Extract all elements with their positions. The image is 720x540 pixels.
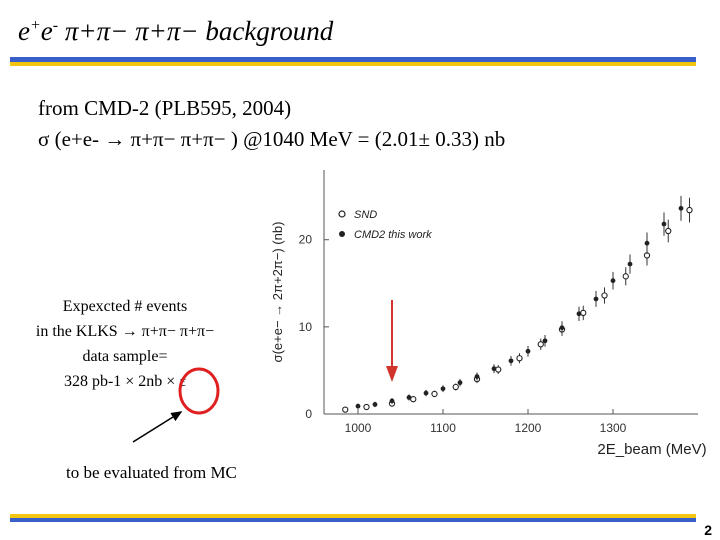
title-rest: π+π− π+π− background bbox=[64, 16, 334, 46]
legend-label: CMD2 this work bbox=[354, 229, 432, 241]
legend-marker-cmd2 bbox=[339, 231, 345, 237]
epsilon-highlight-circle bbox=[178, 367, 220, 415]
data-point-snd bbox=[580, 309, 587, 317]
plot-frame bbox=[323, 170, 698, 415]
cross-section-plot: 1000 1100 1200 1300 0 10 20 2E_beam (MeV) σ(e+e−… bbox=[270, 170, 707, 458]
note-line-3: data sample= bbox=[82, 348, 168, 365]
x-tick-label: 1200 bbox=[515, 421, 542, 435]
data-point-cmd2 bbox=[525, 348, 531, 354]
data-point-cmd2 bbox=[559, 325, 565, 331]
data-point-snd bbox=[410, 396, 417, 403]
y-axis-label: σ(e+e− → 2π+2π−) (nb) bbox=[270, 222, 285, 363]
pointer-arrow bbox=[132, 411, 183, 443]
footer-rule-blue bbox=[10, 518, 696, 522]
data-point-cmd2 bbox=[508, 358, 514, 364]
data-point-cmd2 bbox=[389, 398, 395, 404]
data-point-snd bbox=[431, 390, 438, 398]
data-point-cmd2 bbox=[372, 402, 378, 407]
note-line-4: 328 pb-1 × 2nb × ε bbox=[63, 373, 187, 390]
y-tick-label: 20 bbox=[299, 233, 313, 247]
data-point-cmd2 bbox=[457, 380, 463, 386]
source-line: from CMD-2 (PLB595, 2004) bbox=[38, 96, 292, 120]
slide-title: e+e- π+π− π+π− background bbox=[18, 16, 334, 46]
data-point-cmd2 bbox=[644, 240, 650, 246]
x-tick-label: 1100 bbox=[430, 421, 456, 435]
note-line-1: Expexcted # events bbox=[62, 298, 188, 315]
legend-label: SND bbox=[354, 209, 377, 221]
x-axis-label: 2E_beam (MeV) bbox=[597, 441, 706, 458]
plot-text: 1000 1100 1200 1300 0 10 20 2E_beam (MeV) σ(e+e−… bbox=[270, 209, 707, 458]
data-point-cmd2 bbox=[661, 221, 667, 227]
data-point-cmd2 bbox=[542, 338, 548, 344]
data-point-snd bbox=[495, 366, 502, 373]
data-point-cmd2 bbox=[576, 311, 582, 317]
data-point-snd bbox=[622, 273, 629, 280]
legend-marker-snd bbox=[338, 210, 346, 218]
data-point-cmd2 bbox=[406, 395, 412, 400]
note-line-2: in the KLKS → π+π− π+π− bbox=[35, 323, 215, 340]
x-tick-label: 1000 bbox=[345, 421, 372, 435]
data-point-cmd2 bbox=[440, 386, 446, 392]
data-point-snd bbox=[537, 341, 544, 348]
data-point-cmd2 bbox=[474, 374, 480, 379]
data-point-cmd2 bbox=[610, 278, 616, 284]
y-tick-label: 0 bbox=[305, 407, 312, 421]
data-point-cmd2 bbox=[355, 403, 361, 409]
data-point-snd bbox=[686, 206, 693, 214]
plot-marks bbox=[338, 195, 693, 413]
data-point-cmd2 bbox=[491, 366, 497, 372]
data-point-snd bbox=[452, 383, 459, 391]
data-point-snd bbox=[342, 406, 349, 413]
y-tick-label: 10 bbox=[299, 320, 313, 334]
cross-section-line: σ (e+e- → π+π− π+π− ) @1040 MeV = (2.01±… bbox=[38, 127, 506, 151]
data-point-snd bbox=[665, 227, 672, 235]
title-rule-blue bbox=[10, 57, 696, 62]
data-point-cmd2 bbox=[678, 205, 684, 211]
page-number: 2 bbox=[704, 522, 712, 538]
title-rule-gold bbox=[10, 62, 696, 66]
footer-rule-gold bbox=[10, 514, 696, 518]
mc-label: to be evaluated from MC bbox=[66, 463, 237, 482]
data-point-cmd2 bbox=[593, 296, 599, 302]
data-point-cmd2 bbox=[423, 390, 429, 396]
data-point-snd bbox=[601, 292, 608, 299]
x-tick-label: 1300 bbox=[600, 421, 627, 435]
data-point-snd bbox=[363, 403, 370, 411]
data-point-snd bbox=[516, 355, 523, 362]
expected-events-note: Expexcted # events in the KLKS → π+π− π+… bbox=[10, 294, 240, 394]
data-point-cmd2 bbox=[627, 261, 633, 267]
